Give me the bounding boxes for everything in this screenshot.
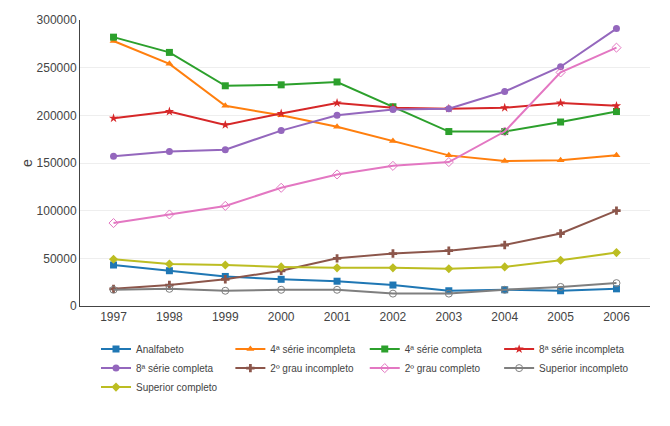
svg-text:1997: 1997 bbox=[100, 310, 127, 324]
svg-text:250000: 250000 bbox=[37, 61, 77, 75]
svg-text:150000: 150000 bbox=[37, 156, 77, 170]
svg-text:2004: 2004 bbox=[491, 310, 518, 324]
svg-text:2001: 2001 bbox=[324, 310, 351, 324]
svg-text:4ª série completa: 4ª série completa bbox=[405, 344, 483, 355]
svg-text:100000: 100000 bbox=[37, 204, 77, 218]
svg-text:300000: 300000 bbox=[37, 13, 77, 27]
svg-text:0: 0 bbox=[70, 299, 77, 313]
svg-text:4ª série incompleta: 4ª série incompleta bbox=[270, 344, 355, 355]
svg-text:50000: 50000 bbox=[43, 252, 77, 266]
svg-text:2003: 2003 bbox=[435, 310, 462, 324]
svg-text:2006: 2006 bbox=[603, 310, 630, 324]
svg-text:1999: 1999 bbox=[212, 310, 239, 324]
svg-text:2º grau completo: 2º grau completo bbox=[405, 363, 481, 374]
svg-text:e: e bbox=[19, 159, 35, 167]
svg-text:1998: 1998 bbox=[156, 310, 183, 324]
svg-text:2000: 2000 bbox=[268, 310, 295, 324]
svg-text:2º grau incompleto: 2º grau incompleto bbox=[270, 363, 354, 374]
svg-text:8ª série incompleta: 8ª série incompleta bbox=[539, 344, 624, 355]
svg-text:2005: 2005 bbox=[547, 310, 574, 324]
svg-text:200000: 200000 bbox=[37, 109, 77, 123]
svg-text:Superior incompleto: Superior incompleto bbox=[539, 363, 628, 374]
svg-text:2002: 2002 bbox=[380, 310, 407, 324]
svg-text:Superior completo: Superior completo bbox=[136, 382, 218, 393]
svg-text:8ª série completa: 8ª série completa bbox=[136, 363, 214, 374]
svg-text:Analfabeto: Analfabeto bbox=[136, 344, 184, 355]
